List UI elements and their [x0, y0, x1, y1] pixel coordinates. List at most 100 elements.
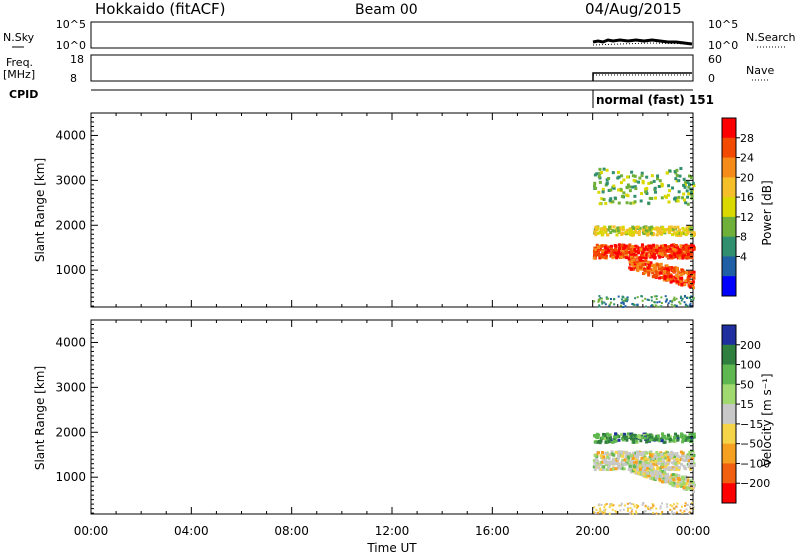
echo-cell	[683, 467, 687, 471]
echo-cell	[628, 468, 632, 472]
near-range-echo	[592, 511, 595, 514]
echo-cell	[677, 271, 681, 275]
echo-cell	[638, 467, 642, 471]
near-range-echo	[620, 298, 623, 301]
echo-cell	[639, 265, 643, 269]
echo-cell	[684, 180, 688, 184]
echo-cell	[632, 267, 636, 271]
echo-cell	[613, 462, 617, 466]
echo-cell	[638, 226, 642, 230]
echo-cell	[634, 249, 638, 253]
near-range-echo	[640, 295, 643, 298]
echo-cell	[634, 460, 638, 464]
near-range-echo	[641, 503, 644, 506]
echo-cell	[684, 475, 688, 479]
echo-cell	[680, 282, 684, 286]
echo-cell	[658, 179, 662, 183]
echo-cell	[603, 459, 607, 463]
echo-cell	[598, 202, 602, 206]
echo-cell	[593, 246, 597, 250]
echo-cell	[604, 228, 608, 232]
echo-cell	[618, 246, 622, 250]
colorbar-frame	[721, 117, 737, 297]
near-range-echo	[679, 302, 682, 305]
near-range-echo	[681, 297, 684, 300]
echo-cell	[679, 244, 683, 248]
echo-cell	[593, 181, 597, 185]
near-range-echo	[666, 505, 669, 508]
echo-cell	[679, 233, 683, 237]
echo-cell	[616, 454, 620, 458]
echo-cell	[658, 227, 662, 231]
echo-cell	[692, 462, 696, 466]
freq-unit-label: [MHz]	[3, 68, 35, 81]
echo-cell	[667, 225, 671, 229]
echo-cell	[684, 201, 688, 205]
echo-cell	[687, 435, 691, 439]
near-range-echo	[632, 303, 635, 306]
echo-cell	[676, 254, 680, 258]
echo-cell	[592, 256, 596, 260]
echo-cell	[655, 233, 659, 237]
colorbar-segment	[722, 236, 736, 257]
echo-cell	[602, 437, 606, 441]
near-range-echo	[683, 301, 686, 304]
echo-cell	[674, 463, 678, 467]
echo-cell	[691, 280, 695, 284]
echo-cell	[664, 451, 668, 455]
echo-cell	[675, 457, 679, 461]
echo-cell	[682, 183, 686, 187]
echo-cell	[672, 275, 676, 279]
echo-cell	[608, 462, 612, 466]
echo-cell	[671, 451, 675, 455]
near-range-echo	[625, 300, 628, 303]
near-range-echo	[686, 503, 689, 506]
echo-cell	[642, 226, 646, 230]
echo-cell	[692, 463, 696, 467]
echo-cell	[672, 478, 676, 482]
near-range-echo	[644, 504, 647, 507]
echo-cell	[648, 465, 652, 469]
near-range-echo	[622, 508, 625, 511]
echo-cell	[642, 263, 646, 267]
echo-cell	[669, 435, 673, 439]
near-range-echo	[692, 298, 695, 301]
echo-cell	[611, 171, 615, 175]
echo-cell	[688, 464, 692, 468]
near-range-echo	[631, 508, 634, 511]
echo-cell	[604, 457, 608, 461]
echo-cell	[592, 459, 596, 463]
near-range-echo	[618, 504, 621, 507]
echo-cell	[641, 230, 645, 234]
near-range-echo	[655, 297, 658, 300]
echo-cell	[654, 268, 658, 272]
near-range-echo	[660, 296, 663, 299]
echo-cell	[670, 461, 674, 465]
echo-cell	[674, 462, 678, 466]
near-range-echo	[594, 512, 597, 515]
near-range-echo	[674, 506, 677, 509]
near-range-echo	[659, 512, 662, 515]
echo-cell	[674, 255, 678, 259]
echo-cell	[597, 253, 601, 257]
echo-cell	[659, 249, 663, 253]
echo-cell	[611, 256, 615, 260]
near-range-echo	[603, 506, 606, 509]
echo-cell	[685, 458, 689, 462]
echo-cell	[621, 252, 625, 256]
near-range-echo	[651, 506, 654, 509]
colorbar-tick-label: 16	[740, 191, 754, 204]
echo-cell	[594, 464, 598, 468]
echo-cell	[681, 196, 685, 200]
echo-cell	[656, 245, 660, 249]
echo-cell	[671, 233, 675, 237]
echo-cell	[604, 254, 608, 258]
echo-cell	[615, 233, 619, 237]
echo-cell	[646, 439, 650, 443]
echo-cell	[674, 473, 678, 477]
echo-cell	[656, 174, 660, 178]
echo-cell	[616, 176, 620, 180]
nsky-tick-top: 10^5	[56, 18, 86, 31]
echo-cell	[600, 244, 604, 248]
echo-cell	[651, 456, 655, 460]
